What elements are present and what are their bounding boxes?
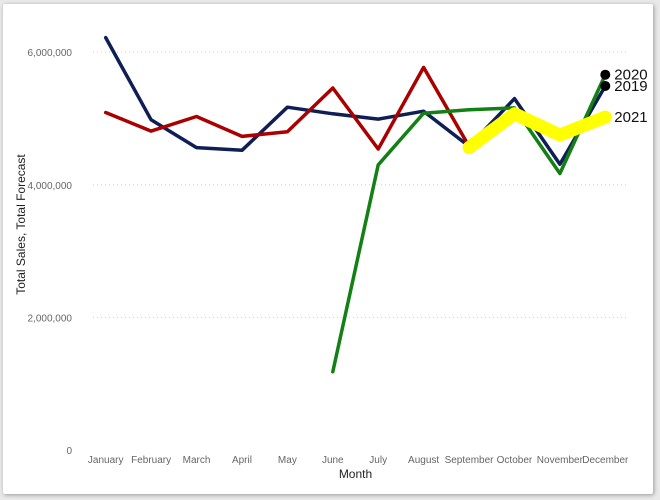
x-tick-label: March	[183, 455, 211, 466]
series-line	[103, 35, 608, 166]
series-2020	[103, 65, 471, 151]
x-tick-label: July	[369, 455, 387, 466]
y-axis-title: Total Sales, Total Forecast	[14, 154, 28, 295]
x-axis-ticks: January February March April May June July Augu…	[88, 455, 629, 466]
end-marker-2019	[600, 80, 611, 91]
end-label-2020: 2020	[614, 67, 647, 84]
x-tick-label: January	[88, 455, 124, 466]
end-label-2021: 2021	[614, 109, 647, 126]
series-line	[462, 107, 612, 155]
x-tick-label: February	[131, 455, 171, 466]
gridlines	[93, 51, 628, 318]
series-line	[103, 65, 471, 151]
y-axis-ticks: 0 2,000,000 4,000,000 6,000,000	[28, 48, 73, 457]
y-tick-label: 6,000,000	[28, 48, 73, 59]
line-chart: 0 2,000,000 4,000,000 6,000,000 January Febr…	[14, 35, 648, 481]
y-tick-label: 4,000,000	[28, 181, 73, 192]
x-tick-label: December	[582, 455, 629, 466]
x-axis-title: Month	[339, 467, 372, 481]
y-tick-label: 2,000,000	[28, 313, 73, 324]
x-tick-label: August	[408, 455, 439, 466]
series-unnamed-2	[331, 72, 608, 374]
x-tick-label: November	[537, 455, 584, 466]
end-marker-2020	[600, 69, 611, 80]
x-tick-label: September	[445, 455, 495, 466]
series-2021	[462, 107, 612, 155]
series-2019	[103, 35, 608, 166]
series-line	[331, 72, 608, 374]
x-tick-label: June	[322, 455, 344, 466]
x-tick-label: October	[497, 455, 533, 466]
series-lines	[103, 35, 612, 374]
end-label-2019: 2019	[614, 78, 647, 95]
chart-card: 0 2,000,000 4,000,000 6,000,000 January Febr…	[3, 4, 653, 494]
x-tick-label: May	[278, 455, 297, 466]
x-tick-label: April	[232, 455, 252, 466]
y-tick-label: 0	[66, 446, 72, 457]
